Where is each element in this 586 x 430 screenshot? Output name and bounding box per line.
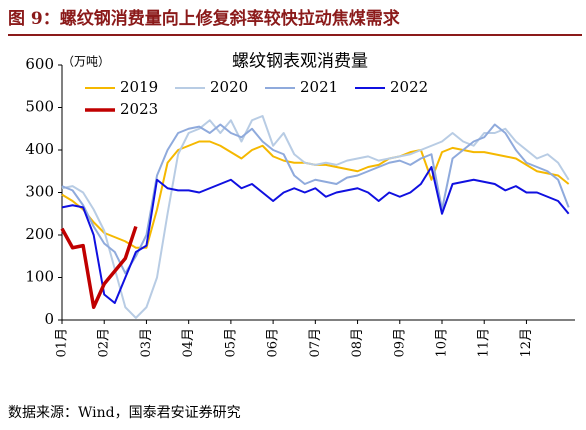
x-tick-label: 05月 (223, 328, 238, 358)
legend-label: 2019 (120, 78, 158, 96)
legend-label: 2021 (300, 78, 338, 96)
x-tick-label: 09月 (392, 328, 407, 358)
legend-label: 2020 (210, 78, 248, 96)
legend-label: 2022 (390, 78, 428, 96)
figure-title: 图 9：螺纹钢消费量向上修复斜率较快拉动焦煤需求 (8, 4, 582, 36)
y-tick-label: 600 (25, 55, 54, 73)
x-tick-label: 02月 (97, 328, 112, 358)
x-tick-label: 01月 (55, 328, 70, 358)
y-tick-label: 200 (25, 225, 54, 243)
y-tick-label: 300 (25, 183, 54, 201)
line-series (61, 115, 570, 319)
y-axis-label: （万吨） (62, 55, 110, 69)
source-note: 数据来源：Wind，国泰君安证券研究 (8, 405, 241, 421)
y-tick-label: 400 (25, 140, 54, 158)
legend-label: 2023 (120, 100, 158, 118)
line-series (61, 166, 570, 304)
chart-title: 螺纹钢表观消费量 (232, 52, 368, 72)
x-tick-label: 10月 (435, 328, 450, 358)
x-tick-label: 07月 (308, 328, 323, 358)
x-tick-label: 06月 (266, 328, 281, 358)
y-tick-label: 0 (44, 310, 54, 328)
x-tick-label: 04月 (181, 328, 196, 358)
line-series (61, 123, 570, 275)
y-tick-label: 100 (25, 268, 54, 286)
x-tick-label: 12月 (519, 328, 534, 358)
x-tick-label: 03月 (139, 328, 154, 358)
line-series (60, 225, 138, 309)
x-tick-label: 08月 (350, 328, 365, 358)
line-series (61, 140, 570, 249)
x-tick-label: 11月 (477, 328, 492, 358)
y-tick-label: 500 (25, 98, 54, 116)
